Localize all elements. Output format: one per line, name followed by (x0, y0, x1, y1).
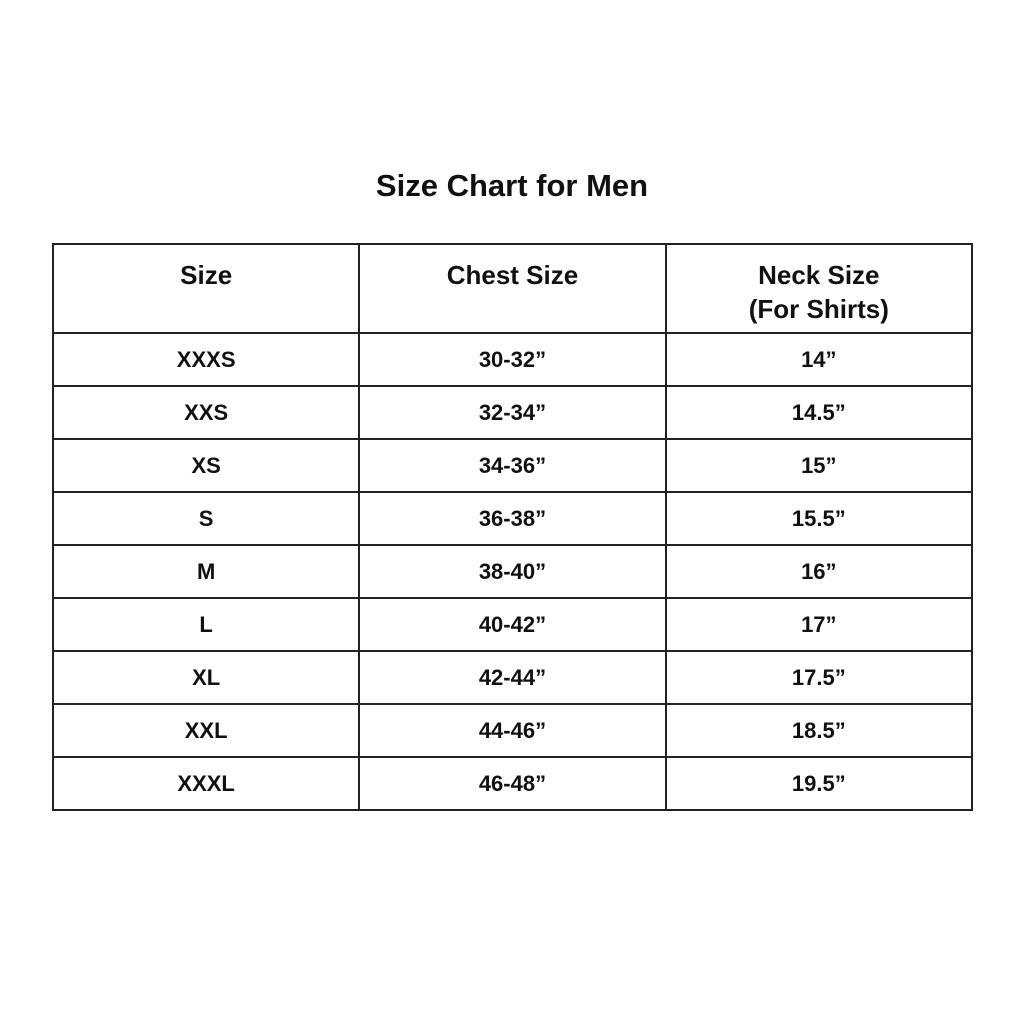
table-row: M 38-40” 16” (51, 544, 974, 599)
chest-size-cell: 30-32” (358, 332, 667, 387)
neck-size-cell: 15” (664, 438, 974, 493)
neck-size-cell: 19.5” (664, 756, 974, 811)
chest-size-cell: 34-36” (358, 438, 667, 493)
neck-size-cell: 15.5” (664, 491, 974, 546)
size-cell: XXS (51, 385, 361, 440)
size-cell: XXXS (51, 332, 361, 387)
header-size: Size (51, 243, 361, 334)
table-row: XXXS 30-32” 14” (51, 332, 974, 387)
size-cell: XL (51, 650, 361, 705)
size-cell: XXXL (51, 756, 361, 811)
chest-size-cell: 32-34” (358, 385, 667, 440)
table-row: XL 42-44” 17.5” (51, 650, 974, 705)
header-row: Size Chest Size Neck Size (For Shirts) (51, 243, 974, 334)
chest-size-cell: 42-44” (358, 650, 667, 705)
table-row: XXXL 46-48” 19.5” (51, 756, 974, 811)
table-row: S 36-38” 15.5” (51, 491, 974, 546)
neck-size-cell: 18.5” (664, 703, 974, 758)
chest-size-cell: 46-48” (358, 756, 667, 811)
page-title: Size Chart for Men (375, 168, 649, 203)
chest-size-cell: 44-46” (358, 703, 667, 758)
chest-size-cell: 38-40” (358, 544, 667, 599)
chest-size-cell: 40-42” (358, 597, 667, 652)
table-row: XXL 44-46” 18.5” (51, 703, 974, 758)
size-cell: XS (51, 438, 361, 493)
neck-size-cell: 17” (664, 597, 974, 652)
header-neck-size-note: (For Shirts) (748, 294, 889, 324)
neck-size-cell: 17.5” (664, 650, 974, 705)
table-row: XXS 32-34” 14.5” (51, 385, 974, 440)
table-row: XS 34-36” 15” (51, 438, 974, 493)
size-cell: M (51, 544, 361, 599)
neck-size-cell: 14.5” (664, 385, 974, 440)
size-chart-table: Size Chest Size Neck Size (For Shirts) XX… (51, 243, 974, 811)
neck-size-cell: 14” (664, 332, 974, 387)
neck-size-cell: 16” (664, 544, 974, 599)
header-neck-size: Neck Size (For Shirts) (664, 243, 974, 334)
size-cell: S (51, 491, 361, 546)
size-cell: L (51, 597, 361, 652)
header-neck-size-label: Neck Size (758, 260, 880, 290)
table-row: L 40-42” 17” (51, 597, 974, 652)
chest-size-cell: 36-38” (358, 491, 667, 546)
size-cell: XXL (51, 703, 361, 758)
header-chest-size: Chest Size (358, 243, 667, 334)
